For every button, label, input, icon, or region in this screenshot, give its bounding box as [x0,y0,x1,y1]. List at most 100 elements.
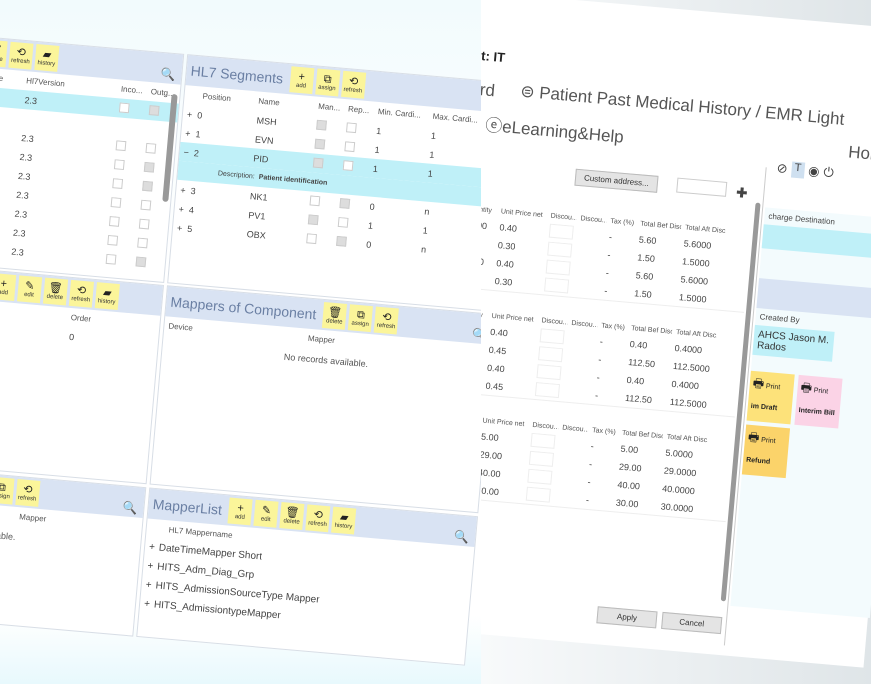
checkbox[interactable] [105,253,117,265]
refresh-button[interactable]: ⟲ refresh [305,504,331,533]
column-header[interactable]: Min. Cardi... [377,106,422,120]
discount-input[interactable] [528,450,555,467]
print-button[interactable]: 🖶 Print Refund [741,424,791,479]
column-header[interactable]: Tax (%) [591,426,617,436]
checkbox[interactable] [137,237,149,248]
add-icon[interactable]: ✚ [735,184,748,201]
expand-icon[interactable]: + [184,127,192,139]
refresh-button[interactable]: ⟲ refresh [340,70,366,99]
expand-icon[interactable]: + [186,108,193,120]
column-header[interactable]: Tax (%) [600,322,626,332]
column-header[interactable]: Discou... [541,316,568,327]
column-header[interactable]: Position [202,91,232,104]
column-header[interactable]: Order [70,313,92,324]
search-icon[interactable]: 🔍 [121,500,139,516]
column-header[interactable]: Max. Cardi... [432,111,479,125]
checkbox[interactable] [108,215,120,227]
column-header[interactable]: HL7 Mappername [168,525,233,540]
print-button[interactable]: 🖶 Print Interim Bill [794,374,843,429]
checkbox[interactable] [307,213,319,225]
search-icon[interactable]: 🔍 [471,327,481,343]
checkbox[interactable] [312,157,324,168]
search-icon[interactable]: 🔍 [453,529,470,545]
column-header[interactable]: Total Bef Disc [621,429,664,440]
checkbox[interactable] [145,142,157,154]
delete-button[interactable]: 🗑 delete [279,502,305,530]
refresh-button[interactable]: ⟲ refresh [373,306,400,335]
apply-button[interactable]: Apply [596,606,658,629]
discount-input[interactable] [548,223,574,240]
checkbox[interactable] [112,177,124,189]
checkbox[interactable] [309,194,321,206]
column-header[interactable]: Total Aft Disc. [666,433,709,444]
power-icon[interactable]: ⏻ [822,164,835,181]
column-header[interactable]: Discou... [550,212,577,222]
column-header[interactable]: Total Aft Disc. [684,223,727,235]
checkbox[interactable] [148,104,160,116]
history-button[interactable]: ▰ history [94,282,120,311]
column-header[interactable]: Unit Price net [491,312,534,324]
history-button[interactable]: ▰ history [331,506,357,535]
column-header[interactable]: Total Bef Disc [640,220,682,231]
discount-input[interactable] [527,468,553,485]
delete-button[interactable]: 🗑 delete [322,302,348,330]
discount-input[interactable] [530,432,556,449]
checkbox[interactable] [140,199,152,211]
discount-input[interactable] [544,277,570,294]
column-header[interactable]: Total Aft Disc. [675,328,718,340]
discount-input[interactable] [539,328,565,345]
discount-input[interactable] [547,241,573,258]
assign-button[interactable]: ⧉ assign [314,68,340,97]
refresh-button[interactable]: ⟲ refresh [8,41,34,70]
checkbox[interactable] [118,101,130,113]
refresh-button[interactable]: ⟲ refresh [14,478,41,507]
checkbox[interactable] [314,138,326,149]
checkbox[interactable] [316,119,327,131]
assign-button[interactable]: ⧉ assign [0,476,15,505]
add-button[interactable]: + add [0,273,17,301]
checkbox[interactable] [115,139,127,151]
column-header[interactable]: Tax (%) [610,217,635,227]
checkbox[interactable] [306,232,318,244]
history-button[interactable]: ▰ history [34,43,60,72]
column-header[interactable]: Name [258,96,281,108]
column-header[interactable]: Discou... [561,424,589,434]
assign-button[interactable]: ⧉ assign [348,304,374,333]
column-header[interactable]: Discou... [580,214,607,225]
column-header[interactable]: Man... [317,101,341,113]
checkbox[interactable] [337,216,349,228]
checkbox[interactable] [113,158,125,170]
add-button[interactable]: + add [227,497,253,526]
discount-input[interactable] [525,486,551,503]
column-header[interactable]: Rep... [347,104,370,116]
custom-address-input[interactable] [676,177,728,197]
collapse-icon[interactable]: − [183,146,190,158]
expand-icon[interactable]: + [179,184,187,195]
column-header[interactable]: Discou... [571,319,598,329]
checkbox[interactable] [344,140,356,152]
column-header[interactable]: Inco... [120,84,144,96]
tab-dashboard[interactable]: ard [481,79,496,101]
checkbox[interactable] [143,161,155,173]
checkbox[interactable] [110,196,122,208]
tab-elearning-help[interactable]: ⓔeLearning&Help [484,111,625,148]
search-icon[interactable]: 🔍 [159,66,176,83]
discount-input[interactable] [538,346,564,363]
info-icon[interactable]: ◉ [807,162,821,179]
delete-button[interactable]: 🗑 delete [42,277,68,306]
column-header[interactable]: Mapper [307,333,336,346]
column-header[interactable]: Discou... [532,421,559,431]
column-header[interactable]: Quantity [481,204,493,215]
column-header[interactable]: Unit Price net [482,417,525,428]
tab-help[interactable]: Hol [847,142,871,164]
cancel-button[interactable]: Cancel [661,611,723,635]
discount-input[interactable] [545,259,571,276]
print-button[interactable]: 🖶 Print im Draft [746,370,795,425]
expand-icon[interactable]: + [178,203,185,214]
checkbox[interactable] [107,234,119,246]
text-icon[interactable]: T [790,161,805,179]
checkbox[interactable] [135,255,147,267]
expand-icon[interactable]: + [176,222,183,233]
custom-address-button[interactable]: Custom address... [574,168,659,193]
column-header[interactable]: Total Bef Disc [630,324,673,336]
